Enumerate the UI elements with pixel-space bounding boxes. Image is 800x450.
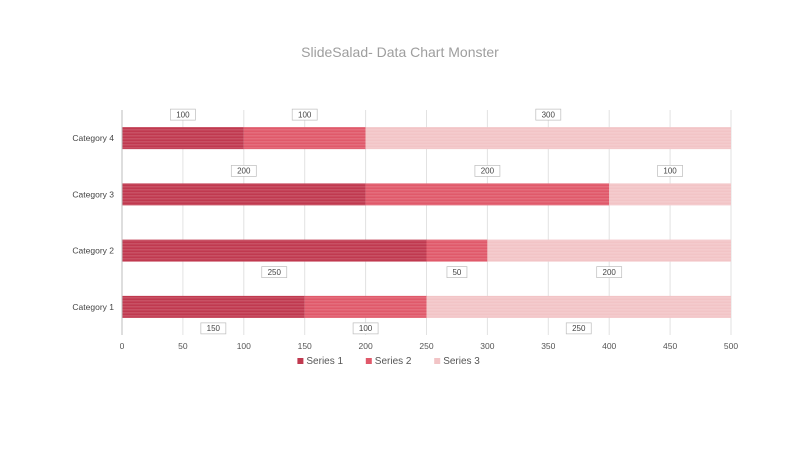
data-label-text: 100 [663, 167, 677, 176]
legend-label: Series 1 [306, 356, 343, 367]
data-label-box [200, 322, 227, 335]
data-label: 200 [596, 266, 623, 278]
legend-item: Series 1 [297, 356, 344, 367]
data-label: 100 [170, 108, 196, 121]
bar-texture [609, 183, 731, 206]
x-tick-label: 450 [663, 341, 677, 351]
x-tick-label: 350 [541, 341, 555, 351]
data-label-box [565, 322, 592, 335]
data-label: 200 [474, 165, 501, 177]
data-label-text: 50 [452, 268, 461, 277]
x-tick-label: 100 [237, 341, 251, 351]
x-tick-label: 150 [298, 341, 312, 351]
legend-swatch [297, 358, 304, 364]
data-label: 100 [291, 108, 318, 121]
x-tick-label: 50 [178, 341, 188, 351]
data-label-text: 250 [572, 324, 586, 333]
data-label: 250 [261, 266, 288, 278]
data-label: 50 [446, 266, 468, 278]
data-label-text: 150 [207, 324, 221, 333]
data-label-box [596, 266, 623, 278]
x-tick-label: 0 [120, 341, 125, 351]
data-label-text: 200 [603, 268, 617, 277]
category-label: Category 4 [72, 133, 114, 143]
bar-texture [365, 127, 731, 150]
bar-texture [122, 295, 305, 318]
x-tick-label: 400 [602, 341, 616, 351]
bar-texture [426, 239, 488, 262]
x-tick-label: 250 [419, 341, 433, 351]
data-label-text: 100 [298, 110, 312, 119]
data-label: 250 [565, 322, 592, 335]
data-label: 100 [657, 165, 683, 177]
category-label: Category 3 [72, 189, 114, 199]
data-label-box [291, 108, 318, 121]
data-label-box [446, 266, 468, 278]
data-label-box [170, 108, 196, 121]
x-tick-label: 500 [724, 341, 738, 351]
data-label: 200 [230, 165, 257, 177]
data-label-box [657, 165, 683, 177]
legend-swatch [365, 358, 372, 364]
bar-texture [122, 183, 366, 206]
legend-label: Series 3 [443, 356, 480, 367]
bar-texture [365, 183, 610, 206]
data-label-text: 200 [481, 167, 495, 176]
x-tick-label: 300 [480, 341, 494, 351]
bar-texture [122, 239, 427, 262]
legend-swatch [434, 358, 441, 364]
data-label-text: 100 [359, 324, 373, 333]
data-label: 150 [200, 322, 227, 335]
data-label-text: 100 [176, 110, 190, 119]
chart-title: SlideSalad- Data Chart Monster [301, 44, 499, 60]
bar-texture [487, 239, 731, 262]
data-label-text: 200 [237, 167, 251, 176]
bar-texture [122, 127, 244, 150]
bar-texture [304, 295, 427, 318]
data-label-text: 300 [542, 110, 556, 119]
x-tick-label: 200 [359, 341, 373, 351]
data-label-box [474, 165, 501, 177]
data-label-box [535, 108, 562, 121]
data-label-box [230, 165, 257, 177]
data-label: 300 [535, 108, 562, 121]
data-label-text: 250 [268, 268, 282, 277]
category-label: Category 2 [72, 246, 114, 256]
legend-item: Series 3 [434, 356, 480, 367]
bar-texture [426, 295, 731, 318]
data-label-box [352, 322, 379, 335]
category-label: Category 1 [72, 302, 114, 312]
legend-label: Series 2 [375, 356, 412, 367]
data-label: 100 [352, 322, 379, 335]
data-label-box [261, 266, 288, 278]
legend-item: Series 2 [365, 356, 412, 367]
bar-texture [243, 127, 366, 150]
